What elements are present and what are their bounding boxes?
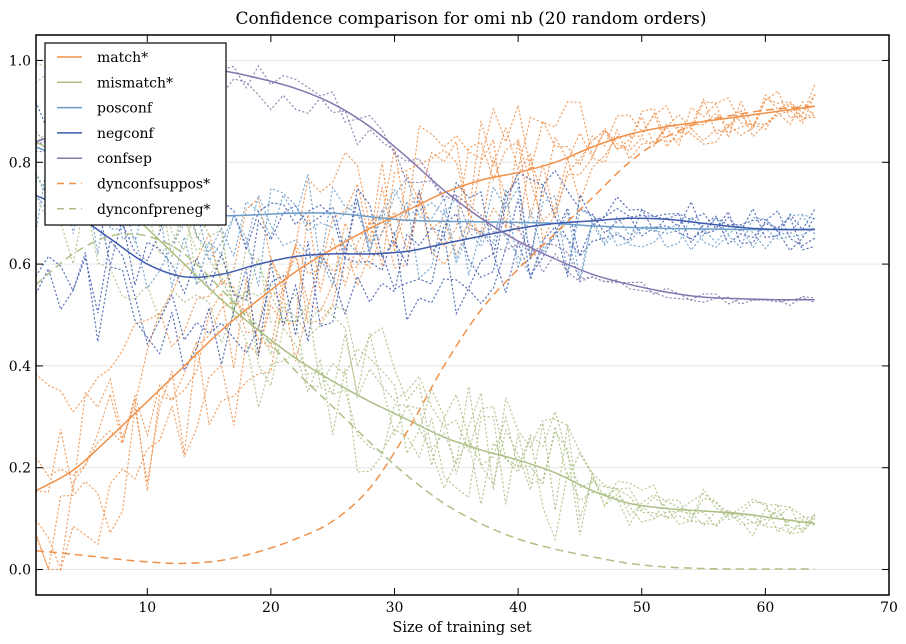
legend-label: match*: [97, 50, 148, 66]
y-tick-label: 0.8: [9, 155, 31, 171]
legend-box: [44, 42, 227, 226]
individual-run-line: [35, 62, 816, 535]
y-tick-label: 0.6: [9, 257, 31, 273]
individual-run-line: [35, 142, 816, 274]
individual-run-line: [35, 97, 816, 493]
y-tick-label: 0.2: [9, 461, 31, 477]
legend: match* mismatch* posconf negconf confsep dync…: [44, 42, 227, 226]
series-lines: [35, 66, 815, 570]
series-line-mismatch: [35, 141, 815, 525]
x-tick-label: 60: [756, 600, 774, 616]
legend-label: posconf: [97, 101, 154, 117]
series-line-match: [35, 105, 815, 492]
chart-title: Confidence comparison for omi nb (20 ran…: [236, 9, 707, 29]
y-tick-label: 1.0: [9, 53, 31, 69]
x-tick-label: 70: [880, 600, 898, 616]
x-axis-label: Size of training set: [392, 620, 531, 636]
x-tick-label: 50: [633, 600, 651, 616]
y-tick-label: 0.4: [9, 359, 31, 375]
individual-run-line: [35, 59, 816, 534]
legend-label: dynconfsuppos*: [97, 177, 210, 193]
individual-run-line: [35, 206, 816, 373]
legend-label: dynconfpreneg*: [97, 202, 211, 218]
axis-ticks: 0.0 0.2 0.4 0.6 0.8 1.0 10 20 30 40 50 60 70: [9, 35, 898, 616]
legend-label: negconf: [97, 126, 156, 142]
individual-run-line: [35, 192, 816, 355]
individual-run-line: [35, 154, 816, 290]
individual-run-line: [35, 94, 816, 572]
series-line-dynconfsuppos: [35, 105, 815, 565]
individual-run-line: [35, 94, 816, 571]
x-tick-label: 20: [262, 600, 280, 616]
series-line-negconf: [35, 194, 815, 279]
individual-run-line: [35, 100, 816, 572]
individual-run-line: [35, 83, 816, 413]
x-tick-label: 10: [138, 600, 156, 616]
x-tick-label: 30: [386, 600, 404, 616]
legend-label: confsep: [97, 151, 152, 167]
individual-run-line: [35, 93, 816, 477]
series-line-dynconfpreneg: [35, 233, 815, 570]
x-tick-label: 40: [509, 600, 527, 616]
plot-area-frame: [35, 34, 890, 596]
y-tick-label: 0.0: [9, 563, 31, 579]
legend-label: mismatch*: [97, 75, 173, 91]
